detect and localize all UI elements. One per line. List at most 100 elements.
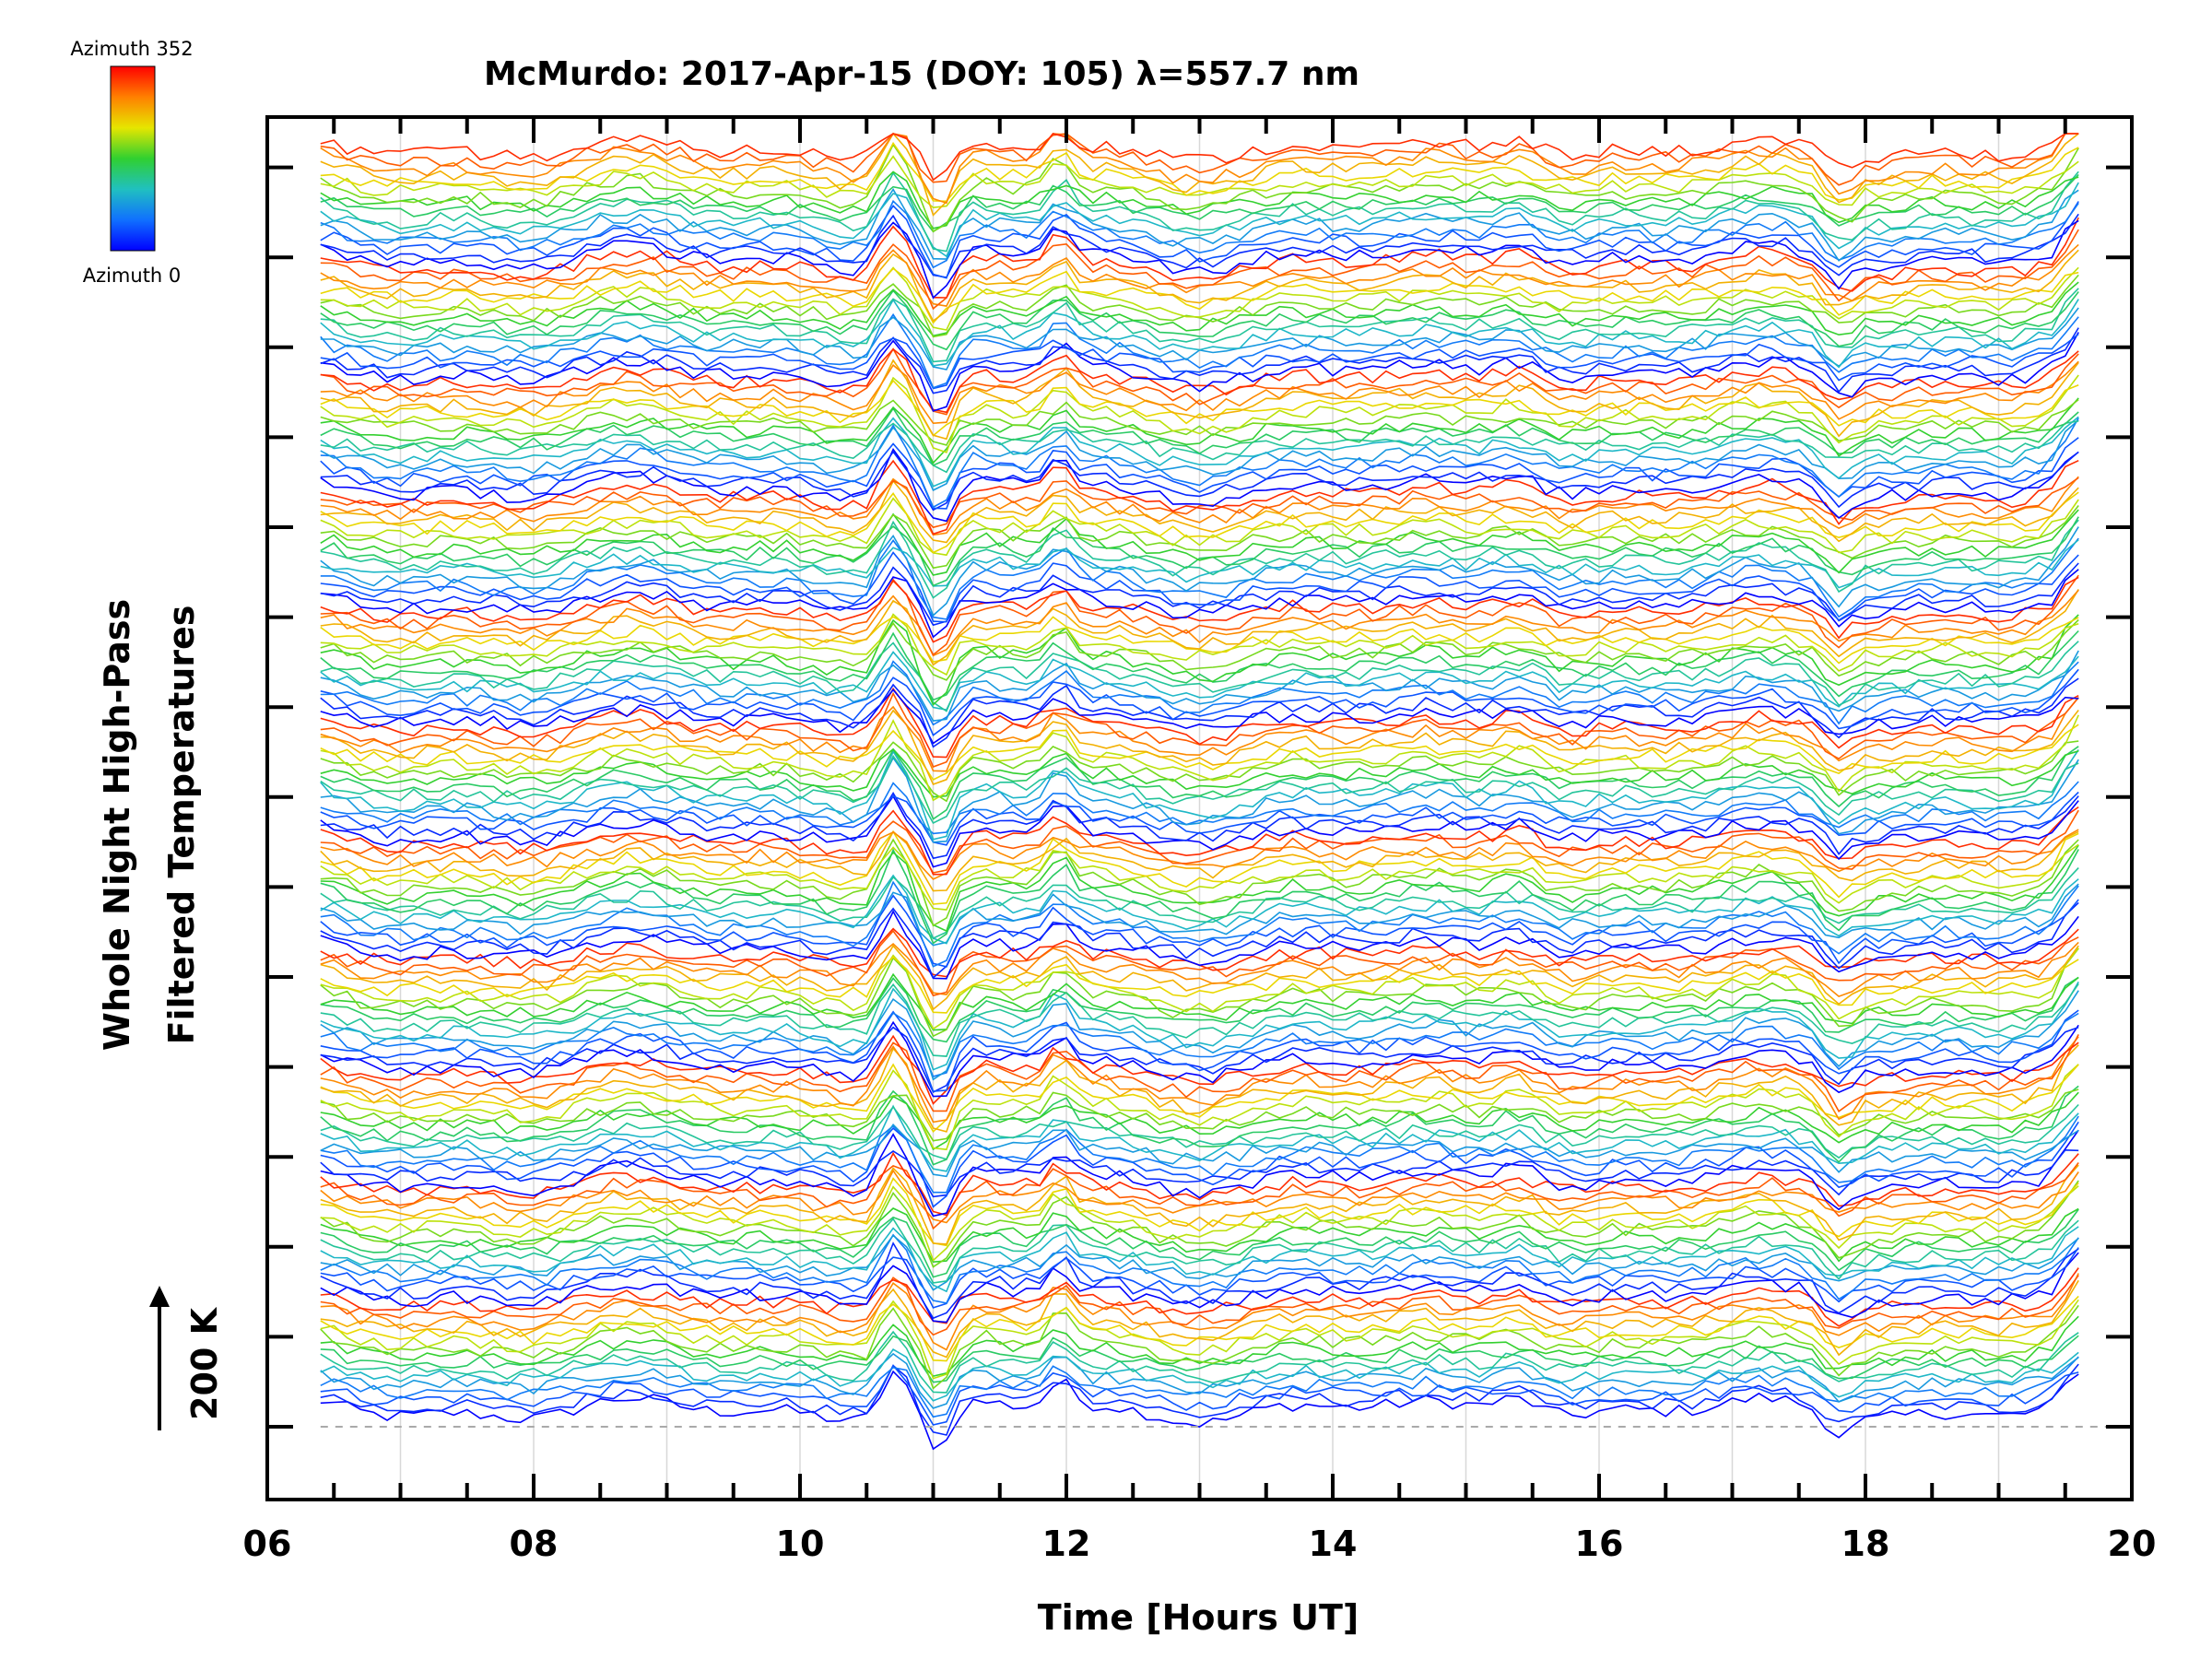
x-tick-label-16: 16 [1575, 1524, 1624, 1564]
series-line [320, 397, 2079, 465]
series-line [320, 1162, 2079, 1230]
series-line [320, 141, 2079, 203]
series-line [320, 1330, 2079, 1394]
series-line [320, 1036, 2079, 1124]
x-tick-label-10: 10 [776, 1524, 825, 1564]
series-line [320, 1207, 2079, 1264]
series-line [320, 830, 2079, 905]
y-axis-label-line2: Filtered Temperatures [161, 606, 202, 1045]
series-line [320, 650, 2079, 722]
series-line [320, 1218, 2079, 1284]
series-line [320, 709, 2079, 786]
series-line [320, 668, 2079, 736]
series-line [320, 199, 2079, 269]
x-tick-label-14: 14 [1309, 1524, 1358, 1564]
series-line [320, 791, 2079, 846]
series-line [320, 173, 2079, 233]
series-line [320, 266, 2079, 331]
series-line [320, 1364, 2079, 1426]
y-axis-label-line1: Whole Night High-Pass [97, 599, 137, 1051]
series-line [320, 213, 2079, 278]
scale-label: 200 K [184, 1306, 225, 1420]
series-line [320, 613, 2079, 677]
series-line [320, 894, 2079, 968]
series-line [320, 697, 2079, 772]
series-line [320, 1011, 2079, 1077]
series-line [320, 629, 2079, 701]
series-line [320, 347, 2079, 414]
series-line [320, 1208, 2079, 1278]
series-line [320, 1180, 2079, 1268]
series-line [320, 1335, 2079, 1383]
x-tick-labels: 06 08 10 12 14 16 18 20 [243, 1524, 2157, 1564]
series-line [320, 1088, 2079, 1142]
series-line [320, 929, 2079, 997]
series-line [320, 749, 2079, 841]
series-line [320, 660, 2079, 726]
series-line [320, 1124, 2079, 1178]
series-line [320, 526, 2079, 618]
series-line [320, 867, 2079, 940]
series-line [320, 746, 2079, 820]
x-axis-label: Time [Hours UT] [1038, 1597, 1359, 1638]
series-line [320, 990, 2079, 1081]
series-line [320, 450, 2079, 512]
colorbar: Azimuth 352 Azimuth 0 [70, 38, 193, 287]
series-line [320, 740, 2079, 803]
series-line [320, 1295, 2079, 1362]
series-line [320, 588, 2079, 666]
colorbar-gradient [110, 65, 156, 252]
series-line [320, 982, 2079, 1057]
series-line [320, 1370, 2079, 1451]
series-line [320, 589, 2079, 657]
series-line [320, 574, 2079, 656]
series-line [320, 1352, 2079, 1409]
y-axis-label: Whole Night High-Pass Filtered Temperatu… [97, 599, 202, 1051]
series-line [320, 155, 2079, 209]
series-line [320, 941, 2079, 998]
series-line [320, 551, 2079, 623]
scale-indicator: 200 K [149, 1286, 225, 1430]
series-line [320, 1247, 2079, 1309]
series-line [320, 947, 2079, 1038]
series-line [320, 1151, 2079, 1217]
series-line [320, 1304, 2079, 1390]
series-line [320, 448, 2079, 523]
series-line [320, 298, 2079, 369]
series-line [320, 1103, 2079, 1160]
series-line [320, 1020, 2079, 1098]
series-line [320, 809, 2079, 874]
series-line [320, 333, 2079, 390]
series-line [320, 288, 2079, 363]
series-line [320, 1279, 2079, 1359]
series-line [320, 217, 2079, 299]
series-line [320, 437, 2079, 510]
series-line [320, 505, 2079, 570]
series-line [320, 1273, 2079, 1351]
series-line [320, 724, 2079, 782]
series-line [320, 491, 2079, 554]
series-line [320, 843, 2079, 911]
series-line [320, 614, 2079, 706]
series-line [320, 1044, 2079, 1133]
series-line [320, 133, 2079, 205]
series-line [320, 1252, 2079, 1324]
series-line [320, 476, 2079, 536]
series-line [320, 419, 2079, 491]
series-line [320, 677, 2079, 748]
series-line [320, 576, 2079, 643]
series-line [320, 806, 2079, 876]
series-line [320, 1009, 2079, 1092]
series-line [320, 1091, 2079, 1151]
series-line [320, 133, 2079, 182]
series-line [320, 519, 2079, 599]
x-tick-label-12: 12 [1042, 1524, 1091, 1564]
series-line [320, 562, 2079, 627]
series-line [320, 379, 2079, 437]
scale-arrow-head [149, 1286, 170, 1307]
x-tick-label-06: 06 [243, 1524, 292, 1564]
series-line [320, 516, 2079, 587]
series-line [320, 747, 2079, 798]
series-line [320, 1241, 2079, 1320]
series-line [320, 1129, 2079, 1218]
